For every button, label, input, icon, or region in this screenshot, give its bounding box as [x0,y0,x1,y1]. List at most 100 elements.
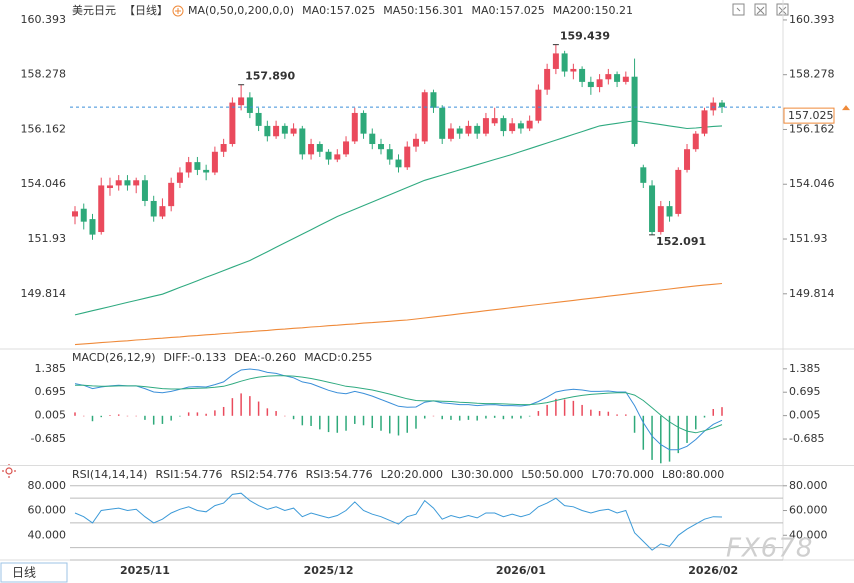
macd-bar [537,411,540,416]
macd-bar [467,415,470,420]
macd-bar [721,407,723,416]
candle-body [246,97,253,113]
legend-entry: MA0:157.025 [302,4,375,17]
candle-body [106,185,113,189]
macd-bar [310,415,312,426]
macd-bar [581,404,583,416]
macd-bar [415,415,417,429]
candle-body [692,133,699,150]
ma-line [74,120,723,316]
macd-bar [389,415,391,434]
icon-mark [736,6,765,15]
candle-body [491,118,498,124]
icon[interactable] [732,3,745,16]
icon[interactable] [754,3,767,16]
macd-bar [555,398,557,416]
candle-body [404,146,411,168]
macd-bar [240,393,242,416]
period-button[interactable]: 日线 [12,566,36,580]
legend-entry: L50:50.000 [521,468,583,481]
candle-body [360,112,367,134]
macd-bar [249,396,251,416]
candle-body [211,151,218,173]
macd-bar [502,415,505,420]
macd-bar [598,411,601,416]
macd-bar [117,414,120,416]
macd-bar [397,415,400,436]
macd-bar [126,415,129,417]
macd-bar [266,408,269,416]
macd-bar [633,415,636,433]
candle-body [657,206,664,233]
macd-bar [511,415,513,419]
candle-body [229,102,236,145]
last-price-arrow [842,105,850,111]
macd-bar [642,415,645,450]
candle-body [80,208,87,222]
macd-bar [214,410,216,416]
candle-body [552,53,559,69]
macd-bar [590,409,592,416]
y-tick-label: 160.393 [21,13,67,26]
candle-body [517,123,524,129]
macd-bar [74,412,76,416]
candle-body [351,112,358,142]
candle-body [185,162,192,173]
macd-bar [485,415,487,419]
macd-bar [668,415,671,462]
macd-bar [222,406,225,416]
candle-body [194,162,201,170]
indicator-icon [175,8,181,14]
macd-bar [170,415,172,421]
candle-body [281,125,288,134]
candle-body [710,102,717,111]
extreme-label: 159.439 [560,30,610,43]
candle-body [124,180,131,186]
candle-body [98,185,105,233]
candle-body [482,118,489,134]
legend-entry: L20:20.000 [381,468,443,481]
candle-body [544,68,551,90]
candle-body [596,79,603,88]
legend-entry: MA200:150.21 [553,4,633,17]
candle-body [255,112,262,126]
legend-entry: MA0:157.025 [472,4,545,17]
macd-bar [275,411,277,416]
candle-body [369,133,376,145]
macd-bar [345,415,347,431]
legend-entry: MACD:0.255 [304,351,372,364]
candle-body [456,128,463,134]
y-tick-label: 0.005 [35,409,67,422]
legend-entry: 美元日元 [72,4,116,17]
candle-body [290,128,297,134]
candle-body [605,74,612,80]
macd-bar [231,398,234,416]
y-tick-label: 156.162 [789,122,835,135]
legend-entry: MA(0,50,0,200,0,0) [188,4,294,17]
y-tick-label: 80.000 [789,479,828,492]
macd-bar [152,415,155,425]
candle-body [89,219,96,235]
candle-body [141,180,148,201]
legend-entry: RSI3:54.776 [306,468,373,481]
watermark: FX678 [726,534,813,564]
macd-bar [616,414,618,416]
y-tick-label: 154.046 [21,177,67,190]
y-tick-label: 1.385 [789,362,821,375]
candle-body [264,125,271,137]
y-tick-label: 60.000 [28,504,67,517]
y-tick-label: 151.93 [28,232,67,245]
icon [5,467,13,475]
macd-bar [109,415,111,416]
indicator-icon [172,5,184,17]
candle-body [395,159,402,168]
candle-body [622,76,629,82]
macd-bar [572,400,575,416]
x-tick-label: 2025/12 [304,564,354,577]
macd-bar [607,411,610,416]
period-button-frame[interactable] [0,562,68,583]
macd-bar [712,409,715,416]
legend-entry: RSI(14,14,14) [72,468,147,481]
